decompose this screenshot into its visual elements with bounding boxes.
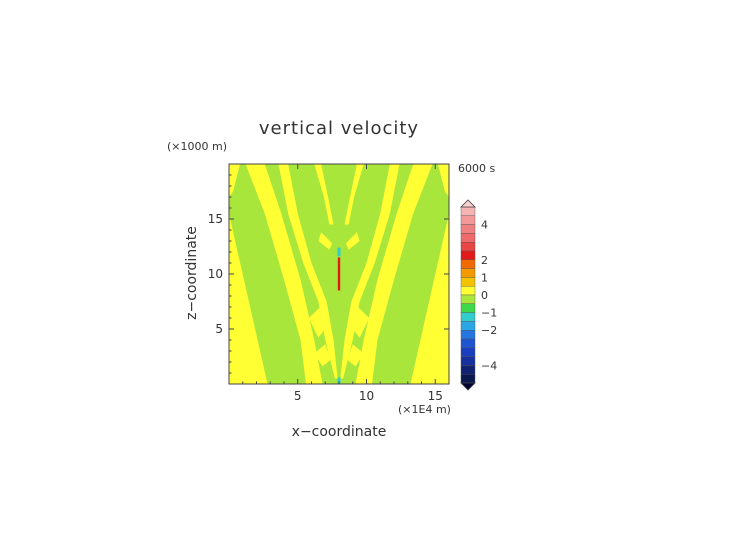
- x-axis-label: x−coordinate: [292, 424, 387, 440]
- positive-region-6: [410, 213, 449, 384]
- colorbar-band: [460, 224, 476, 234]
- colorbar-band: [460, 374, 476, 384]
- x-tick-label: 15: [428, 389, 443, 403]
- time-label: 6000 s: [458, 162, 495, 175]
- colorbar-under-arrow: [460, 382, 476, 391]
- colorbar-band: [460, 268, 476, 278]
- colorbar-band: [460, 294, 476, 305]
- colorbar-band: [460, 241, 476, 252]
- downdraft-core-2: [337, 377, 341, 384]
- x-axis: 5 10 15: [242, 164, 443, 403]
- positive-region-12: [345, 232, 360, 250]
- colorbar-band: [460, 365, 476, 375]
- colorbar-band: [460, 347, 476, 357]
- y-tick-label: 5: [215, 322, 223, 336]
- positive-region-5: [355, 164, 433, 384]
- plot-area: [228, 163, 450, 385]
- colorbar-tick-label: 2: [481, 254, 488, 267]
- positive-region-11: [318, 232, 333, 250]
- y-unit-label: (×1000 m): [167, 140, 227, 153]
- chart-title: vertical velocity: [259, 118, 419, 139]
- y-tick-label: 15: [208, 212, 223, 226]
- colorbar-band: [460, 356, 476, 366]
- colorbar-tick-label: 0: [481, 289, 488, 302]
- colorbar-band: [460, 215, 476, 225]
- colorbar-band: [460, 312, 476, 322]
- colorbar-band: [460, 233, 476, 243]
- positive-region-10: [344, 164, 364, 225]
- colorbar-tick-label: 1: [481, 271, 488, 284]
- colorbar-tick-label: −2: [481, 324, 497, 337]
- colorbar: 4 2 1 0 −1 −2 −4: [460, 199, 497, 391]
- colorbar-over-arrow: [460, 199, 476, 208]
- positive-region-8: [438, 164, 449, 197]
- colorbar-band: [460, 250, 476, 261]
- colorbar-band: [460, 338, 476, 349]
- colorbar-band: [460, 303, 476, 313]
- positive-region-2: [245, 164, 323, 384]
- x-tick-label: 5: [294, 389, 302, 403]
- colorbar-band: [460, 330, 476, 340]
- positive-region-1: [229, 213, 268, 384]
- colorbar-band: [460, 321, 476, 331]
- colorbar-band: [460, 206, 476, 217]
- x-tick-label: 10: [359, 389, 374, 403]
- y-axis: 5 10 15: [208, 174, 449, 374]
- positive-region-7: [229, 164, 240, 197]
- velocity-field: [229, 164, 449, 384]
- y-axis-label: z−coordinate: [184, 226, 200, 320]
- colorbar-tick-label: −4: [481, 359, 497, 372]
- positive-region-16: [347, 344, 364, 367]
- colorbar-tick-label: −1: [481, 307, 497, 320]
- positive-region-15: [314, 344, 331, 367]
- positive-region-14: [348, 304, 370, 338]
- colorbar-band: [460, 277, 476, 287]
- downdraft-core-1: [337, 247, 341, 257]
- positive-region-13: [308, 304, 330, 338]
- positive-region-9: [314, 164, 334, 225]
- x-unit-label: (×1E4 m): [398, 403, 451, 416]
- updraft-core: [337, 257, 341, 291]
- colorbar-band: [460, 259, 476, 269]
- colorbar-tick-label: 4: [481, 219, 488, 232]
- colorbar-band: [460, 286, 476, 296]
- y-tick-label: 10: [208, 267, 223, 281]
